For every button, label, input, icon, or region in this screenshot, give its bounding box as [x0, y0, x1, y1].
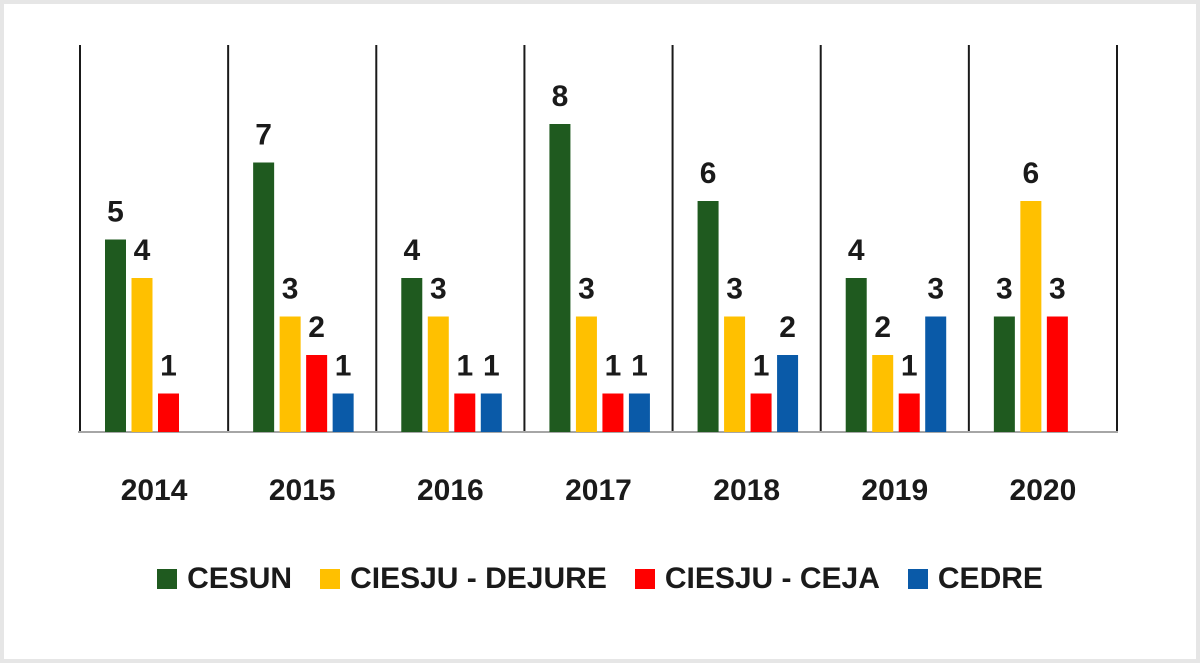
data-label: 2	[779, 311, 796, 344]
bar-ciesju-dejure-2015	[279, 316, 301, 432]
bar-cesun-2018	[697, 201, 719, 432]
bar-series-group	[105, 124, 1068, 432]
data-label: 3	[927, 273, 944, 306]
bar-ciesju-ceja-2018	[750, 393, 772, 432]
x-tick-label: 2016	[417, 474, 484, 507]
data-label: 8	[552, 80, 569, 113]
data-label: 7	[255, 119, 272, 152]
legend: CESUN CIESJU - DEJURE CIESJU - CEJA CEDRE	[0, 562, 1200, 596]
legend-swatch	[907, 569, 928, 589]
bar-cedre-2018	[777, 355, 799, 432]
bar-cesun-2015	[253, 162, 275, 432]
bar-cedre-2015	[332, 393, 354, 432]
data-label: 3	[578, 273, 595, 306]
bar-cesun-2014	[105, 239, 126, 432]
bar-cesun-2016	[401, 278, 423, 432]
data-label: 3	[282, 273, 299, 306]
data-label: 3	[430, 273, 447, 306]
legend-swatch	[634, 569, 655, 589]
data-label: 4	[134, 234, 151, 267]
bar-ciesju-dejure-2017	[575, 316, 597, 432]
data-label: 3	[996, 273, 1013, 306]
category-separators	[79, 45, 1118, 432]
legend-swatch	[320, 569, 341, 589]
bar-ciesju-dejure-2016	[427, 316, 449, 432]
data-label: 6	[1023, 157, 1040, 190]
bar-ciesju-ceja-2019	[898, 393, 920, 432]
bar-ciesju-dejure-2020	[1020, 201, 1042, 432]
data-label: 4	[848, 234, 865, 267]
bar-cedre-2017	[628, 393, 650, 432]
x-tick-label: 2020	[1010, 474, 1077, 507]
x-tick-label: 2017	[565, 474, 632, 507]
data-label: 1	[753, 350, 770, 383]
legend-item: CIESJU - DEJURE	[320, 562, 607, 596]
legend-item: CIESJU - CEJA	[634, 562, 880, 596]
data-label: 1	[456, 350, 473, 383]
legend-label: CIESJU - CEJA	[664, 562, 880, 595]
data-label: 2	[874, 311, 891, 344]
bar-cesun-2020	[993, 316, 1015, 432]
legend-label: CEDRE	[937, 562, 1043, 595]
x-tick-label: 2015	[269, 474, 336, 507]
bar-ciesju-dejure-2018	[724, 316, 746, 432]
x-tick-label: 2019	[861, 474, 928, 507]
bar-cedre-2019	[925, 316, 947, 432]
data-label: 1	[483, 350, 500, 383]
data-label: 1	[335, 350, 352, 383]
bar-ciesju-ceja-2014	[158, 393, 179, 432]
bar-cedre-2016	[480, 393, 502, 432]
data-label: 1	[605, 350, 622, 383]
data-label: 1	[160, 350, 177, 383]
bar-cesun-2019	[845, 278, 867, 432]
data-label: 5	[107, 196, 124, 229]
bar-ciesju-dejure-2019	[872, 355, 894, 432]
legend-swatch	[157, 569, 178, 589]
x-tick-label: 2014	[121, 474, 188, 507]
bar-ciesju-dejure-2014	[131, 278, 153, 432]
data-label: 2	[308, 311, 325, 344]
legend-label: CESUN	[187, 562, 293, 595]
legend-item: CESUN	[157, 562, 292, 596]
data-label: 1	[631, 350, 648, 383]
data-label: 3	[726, 273, 743, 306]
legend-item: CEDRE	[907, 562, 1043, 596]
x-axis-tick-labels: 2014 2015 2016 2017 2018 2019 2020	[121, 474, 1077, 507]
bar-ciesju-ceja-2017	[602, 393, 624, 432]
x-tick-label: 2018	[713, 474, 780, 507]
data-label: 6	[700, 157, 717, 190]
bar-ciesju-ceja-2015	[306, 355, 328, 432]
bar-ciesju-ceja-2016	[454, 393, 476, 432]
data-label: 1	[901, 350, 918, 383]
data-label: 4	[403, 234, 420, 267]
data-label: 3	[1049, 273, 1066, 306]
bar-cesun-2017	[549, 124, 571, 432]
bar-ciesju-ceja-2020	[1046, 316, 1068, 432]
legend-label: CIESJU - DEJURE	[350, 562, 607, 595]
